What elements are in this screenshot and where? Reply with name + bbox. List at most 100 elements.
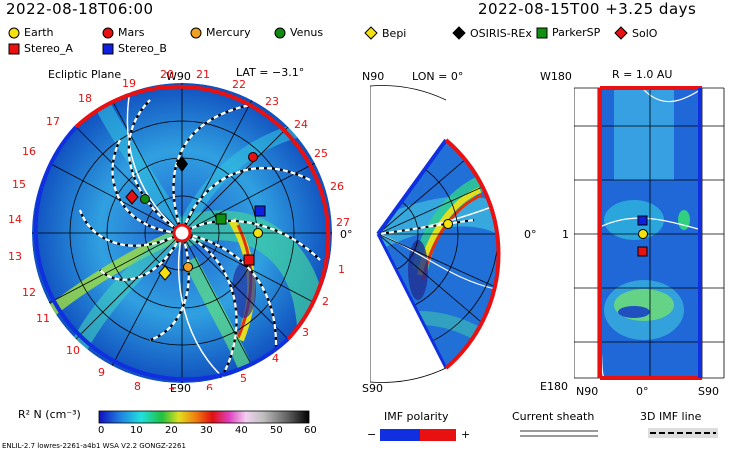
legend-venus: Venus — [274, 26, 323, 39]
carrington-label: 9 — [98, 366, 105, 379]
carrington-label: 23 — [265, 95, 279, 108]
parkersp-marker — [215, 213, 227, 225]
stereo-b-marker — [637, 215, 648, 226]
carrington-label: 4 — [272, 352, 279, 365]
carrington-label: 18 — [78, 92, 92, 105]
legend-osiris-rex: OSIRIS-REx — [452, 26, 532, 40]
stereo-b-marker-icon — [102, 43, 114, 54]
legend-label: ParkerSP — [552, 26, 601, 39]
earth-marker — [638, 229, 648, 239]
carrington-label: 26 — [330, 180, 344, 193]
carrington-label: 17 — [46, 115, 60, 128]
current-sheath-title: Current sheath — [512, 410, 595, 423]
legend-label: Venus — [290, 26, 324, 39]
mercury-marker-icon — [190, 27, 202, 38]
imf-minus-label: − — [367, 428, 377, 441]
imf-positive-swatch — [420, 429, 456, 441]
legend-parkersp: ParkerSP — [536, 26, 600, 39]
carrington-label: 20 — [160, 68, 174, 81]
model-footer: ENLIL-2.7 lowres-2261-a4b1 WSA V2.2 GONG… — [2, 442, 186, 450]
meridional-plot — [370, 85, 501, 383]
osiris-rex-marker — [176, 156, 188, 172]
shell-mid-label: 1 — [562, 228, 569, 241]
legend: Earth Mars Mercury Venus Bepi OSIRIS-REx… — [6, 24, 726, 58]
carrington-label: 10 — [66, 344, 80, 357]
colorbar-ticks: 0 10 20 30 40 50 60 — [98, 425, 328, 439]
carrington-label: 1 — [338, 263, 345, 276]
legend-mercury: Mercury — [190, 26, 251, 39]
mercury-marker — [183, 262, 193, 272]
imf-line-sample — [648, 428, 718, 438]
carrington-label: 19 — [122, 77, 136, 90]
e90-label: E90 — [170, 382, 191, 395]
ecliptic-title: Ecliptic Plane — [48, 68, 122, 81]
bepi-marker-icon — [364, 26, 378, 40]
current-sheath-line — [520, 435, 598, 437]
mars-marker — [248, 152, 258, 162]
radius-label: R = 1.0 AU — [612, 68, 673, 81]
colorbar-tick: 0 — [98, 425, 105, 436]
carrington-label: 11 — [36, 312, 50, 325]
legend-stereo-b: Stereo_B — [102, 42, 167, 55]
carrington-label: 3 — [302, 326, 309, 339]
venus-marker — [140, 194, 150, 204]
e180-label: E180 — [540, 380, 568, 393]
imf-negative-swatch — [380, 429, 420, 441]
colorbar — [98, 410, 310, 424]
osiris-rex-marker-icon — [452, 26, 466, 40]
carrington-label: 14 — [8, 213, 22, 226]
carrington-label: 5 — [240, 372, 247, 385]
stereo-a-marker — [637, 246, 648, 257]
colorbar-label: R² N (cm⁻³) — [18, 408, 81, 421]
solo-marker-icon — [614, 26, 628, 40]
w90-label: W90 — [166, 70, 191, 83]
s90-label: S90 — [362, 382, 383, 395]
colorbar-tick: 40 — [235, 425, 248, 436]
carrington-labels: 19 20 21 22 23 24 25 26 27 1 2 3 4 5 6 7… — [8, 68, 350, 390]
lat-label: LAT = −3.1° — [236, 66, 305, 79]
current-sheath-line — [520, 430, 598, 432]
meridional-zero-label: 0° — [524, 228, 537, 241]
imf-line-title: 3D IMF line — [640, 410, 702, 423]
carrington-label: 24 — [294, 118, 308, 131]
legend-label: Mercury — [206, 26, 251, 39]
colorbar-tick: 60 — [304, 425, 317, 436]
venus-marker-icon — [274, 27, 286, 38]
parkersp-marker-icon — [536, 27, 548, 38]
carrington-label: 15 — [12, 178, 26, 191]
carrington-label: 13 — [8, 250, 22, 263]
carrington-label: 8 — [134, 380, 141, 390]
solo-marker — [125, 189, 139, 205]
n90-label: N90 — [362, 70, 385, 83]
shell-s90-label: S90 — [698, 385, 719, 398]
legend-label: Stereo_B — [118, 42, 167, 55]
lon-label: LON = 0° — [412, 70, 464, 83]
imf-polarity-title: IMF polarity — [384, 410, 449, 423]
stereo-a-marker — [243, 254, 255, 266]
legend-earth: Earth — [8, 26, 54, 39]
stereo-b-marker — [254, 205, 266, 217]
mars-marker-icon — [102, 27, 114, 38]
sim-time: 2022-08-18T06:00 — [6, 0, 154, 18]
colorbar-tick: 20 — [165, 425, 178, 436]
imf-plus-label: + — [461, 428, 471, 441]
carrington-label: 25 — [314, 147, 328, 160]
colorbar-tick: 50 — [270, 425, 283, 436]
legend-label: SolO — [632, 26, 658, 40]
legend-solo: SolO — [614, 26, 657, 40]
earth-marker — [443, 219, 453, 229]
carrington-label: 16 — [22, 145, 36, 158]
carrington-label: 2 — [322, 295, 329, 308]
earth-marker — [253, 228, 263, 238]
legend-label: OSIRIS-REx — [470, 26, 532, 40]
legend-stereo-a: Stereo_A — [8, 42, 73, 55]
colorbar-tick: 30 — [200, 425, 213, 436]
shell-n90-label: N90 — [576, 385, 599, 398]
stereo-a-marker-icon — [8, 43, 20, 54]
carrington-label: 27 — [336, 216, 350, 229]
legend-label: Earth — [24, 26, 54, 39]
colorbar-tick: 10 — [130, 425, 143, 436]
sun-icon — [172, 223, 192, 243]
zero-deg-label: 0° — [340, 228, 353, 241]
carrington-label: 12 — [22, 286, 36, 299]
